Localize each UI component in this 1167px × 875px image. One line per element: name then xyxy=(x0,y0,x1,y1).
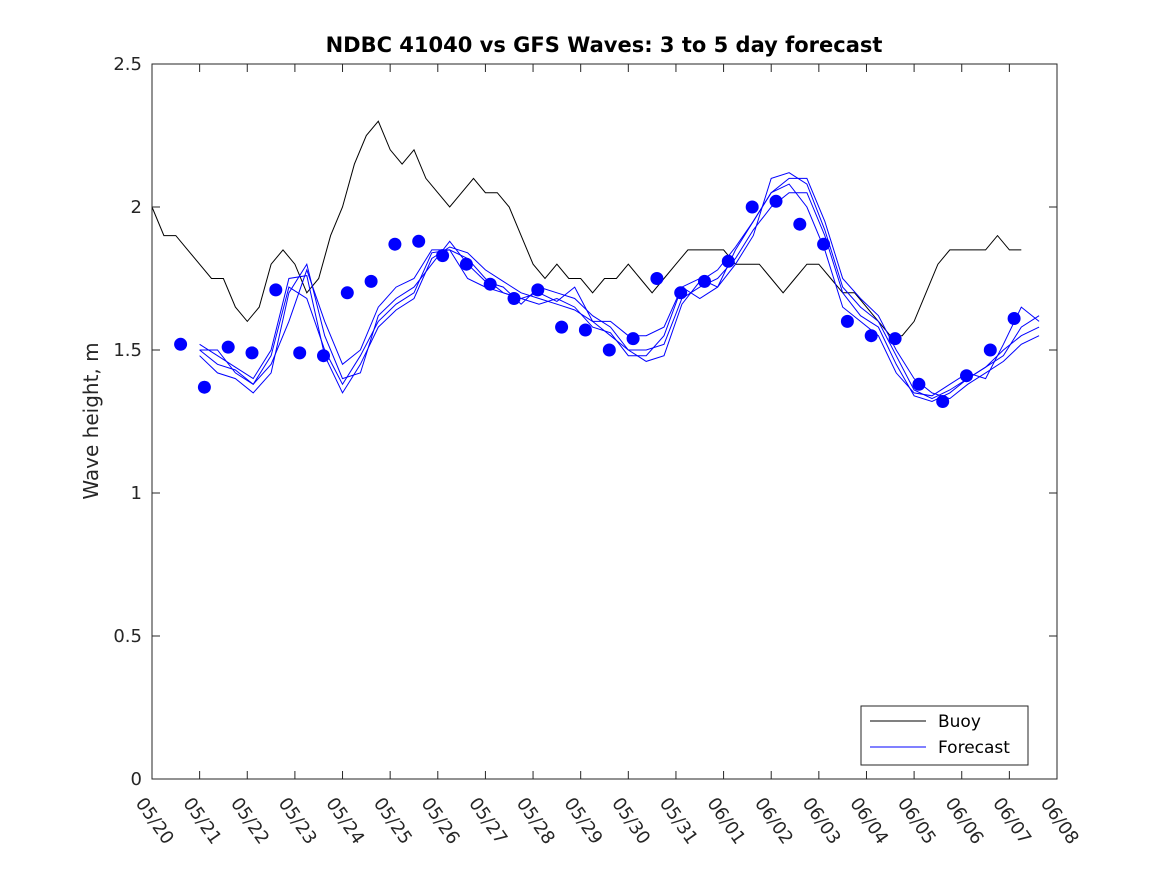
forecast-series-line-1 xyxy=(199,183,1040,397)
y-tick-label: 1 xyxy=(131,483,142,504)
forecast-point xyxy=(674,286,688,300)
y-tick-label: 2.5 xyxy=(113,54,142,75)
forecast-point xyxy=(317,349,330,363)
forecast-point xyxy=(983,343,997,357)
forecast-point xyxy=(245,346,259,360)
forecast-point xyxy=(364,274,378,288)
forecast-point xyxy=(269,283,283,297)
forecast-point xyxy=(412,234,426,248)
forecast-series-line-2 xyxy=(199,192,1040,403)
x-tick-label: 05/30 xyxy=(607,794,654,849)
legend: Buoy Forecast xyxy=(860,705,1029,766)
axes-box xyxy=(151,63,1058,780)
x-tick-label: 05/25 xyxy=(369,794,416,849)
x-tick-label: 05/26 xyxy=(417,794,464,849)
forecast-point xyxy=(864,329,878,343)
forecast-point xyxy=(840,314,854,328)
x-tick-label: 05/31 xyxy=(655,794,702,849)
forecast-point xyxy=(602,343,616,357)
buoy-series-line xyxy=(151,120,1022,337)
forecast-point xyxy=(340,286,354,300)
x-tick-label: 05/29 xyxy=(560,794,607,849)
x-tick-label: 05/22 xyxy=(226,794,273,849)
forecast-point xyxy=(745,200,759,214)
forecast-series-line-3 xyxy=(199,172,1040,400)
plot-area xyxy=(151,120,1040,408)
y-tick-label: 0.5 xyxy=(113,626,142,647)
forecast-point xyxy=(936,395,950,408)
forecast-point xyxy=(626,332,640,346)
forecast-point xyxy=(721,254,735,268)
x-tick-label: 06/08 xyxy=(1036,794,1083,849)
forecast-point xyxy=(293,346,307,360)
forecast-point xyxy=(221,340,235,354)
forecast-point xyxy=(174,337,188,351)
x-tick-label: 05/21 xyxy=(179,794,226,849)
forecast-point xyxy=(769,194,783,208)
forecast-point xyxy=(197,380,211,394)
forecast-point xyxy=(888,332,902,346)
y-tick-label: 1.5 xyxy=(113,340,142,361)
forecast-point xyxy=(912,377,926,391)
forecast-point xyxy=(507,292,521,305)
x-tick-label: 06/02 xyxy=(750,794,797,849)
x-tick-label: 06/04 xyxy=(845,794,892,849)
y-axis-label: Wave height, m xyxy=(79,342,103,499)
forecast-point xyxy=(960,369,973,383)
y-tick-label: 0 xyxy=(131,769,142,790)
forecast-series-line-4 xyxy=(199,177,1040,400)
forecast-point xyxy=(793,217,807,231)
x-tick-label: 06/01 xyxy=(702,794,749,849)
x-tick-label: 06/07 xyxy=(988,794,1035,849)
legend-box xyxy=(860,705,1029,766)
forecast-point xyxy=(817,237,831,251)
x-tick-label: 06/05 xyxy=(893,794,940,849)
forecast-point xyxy=(459,257,473,271)
x-tick-label: 06/06 xyxy=(941,794,988,849)
forecast-point xyxy=(483,277,497,291)
x-tick-label: 05/23 xyxy=(274,794,321,849)
legend-forecast-label: Forecast xyxy=(938,738,1010,758)
forecast-point xyxy=(698,274,711,288)
x-tick-label: 05/27 xyxy=(464,794,511,849)
forecast-point xyxy=(436,249,450,263)
forecast-point xyxy=(650,272,664,285)
x-tick-label: 05/28 xyxy=(512,794,559,849)
forecast-point xyxy=(531,283,545,297)
legend-buoy-label: Buoy xyxy=(938,712,981,732)
x-tick-label: 06/03 xyxy=(798,794,845,849)
forecast-point xyxy=(555,320,569,334)
chart-title: NDBC 41040 vs GFS Waves: 3 to 5 day fore… xyxy=(326,33,883,57)
y-tick-label: 2 xyxy=(131,197,142,218)
forecast-point xyxy=(578,323,592,337)
x-tick-label: 05/20 xyxy=(131,794,178,849)
x-tick-label: 05/24 xyxy=(321,794,368,849)
forecast-point xyxy=(1007,312,1021,325)
forecast-point xyxy=(388,237,402,251)
